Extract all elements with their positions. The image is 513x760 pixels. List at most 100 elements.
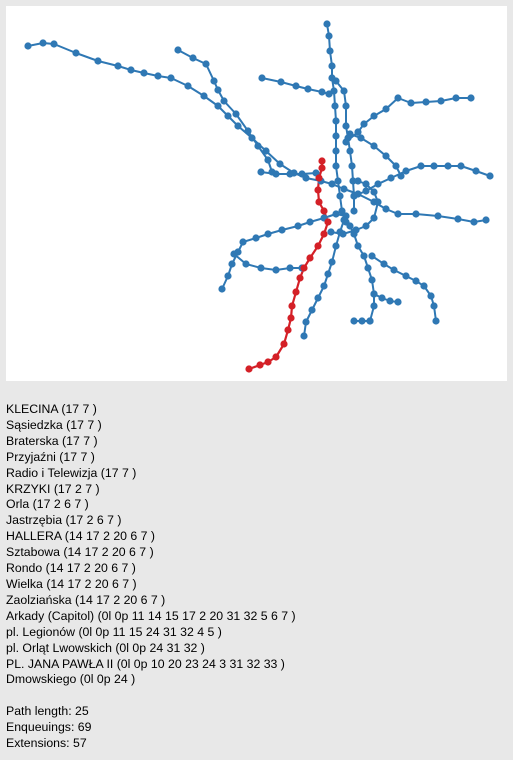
stop-node xyxy=(382,105,390,113)
stop-node xyxy=(334,177,342,185)
stop-node xyxy=(412,277,420,285)
stop-node xyxy=(336,228,344,236)
route-stop-item: Dmowskiego (0l 0p 24 ) xyxy=(6,672,136,687)
route-stop-node xyxy=(315,174,323,182)
route-stop-item: Rondo (14 17 2 20 6 7 ) xyxy=(6,561,136,576)
stop-node xyxy=(362,222,370,230)
stop-node xyxy=(342,138,350,146)
stop-node xyxy=(357,134,365,142)
route-stop-node xyxy=(272,353,280,361)
stop-node xyxy=(370,302,378,310)
stop-node xyxy=(277,78,285,86)
stop-node xyxy=(454,215,462,223)
stop-node xyxy=(360,120,368,128)
stop-node xyxy=(340,216,348,224)
stop-node xyxy=(346,130,354,138)
stop-node xyxy=(374,198,382,206)
route-stop-node xyxy=(280,340,288,348)
stop-node xyxy=(452,94,460,102)
route-stop-node xyxy=(287,314,295,322)
stop-node xyxy=(39,39,47,47)
stop-node xyxy=(200,92,208,100)
stop-node xyxy=(298,170,306,178)
stop-node xyxy=(358,317,366,325)
stop-node xyxy=(346,222,354,230)
stop-node xyxy=(258,74,266,82)
stop-node xyxy=(264,230,272,238)
stop-node xyxy=(244,127,252,135)
stop-node xyxy=(332,117,340,125)
stop-node xyxy=(368,252,376,260)
route-stop-item: Sztabowa (14 17 2 20 6 7 ) xyxy=(6,545,154,560)
stop-node xyxy=(338,207,346,215)
stop-node xyxy=(324,270,332,278)
stop-node xyxy=(332,210,340,218)
spacer xyxy=(6,688,506,704)
stop-node xyxy=(378,294,386,302)
stop-node xyxy=(286,170,294,178)
extensions-stat: Extensions: 57 xyxy=(6,736,87,751)
stop-node xyxy=(387,174,395,182)
stop-node xyxy=(350,207,358,215)
stop-node xyxy=(189,54,197,62)
stop-node xyxy=(366,317,374,325)
stop-node xyxy=(224,272,232,280)
stop-node xyxy=(127,66,135,74)
tram-line-segment xyxy=(27,42,487,223)
stop-node xyxy=(382,205,390,213)
stop-node xyxy=(486,172,494,180)
stop-node xyxy=(300,332,308,340)
stop-node xyxy=(457,162,465,170)
stop-node xyxy=(370,188,378,196)
stop-node xyxy=(262,147,270,155)
path-length-stat: Path length: 25 xyxy=(6,704,89,719)
stop-node xyxy=(392,162,400,170)
stop-node xyxy=(114,62,122,70)
route-stop-node xyxy=(314,186,322,194)
stop-node xyxy=(354,177,362,185)
stop-node xyxy=(272,266,280,274)
stop-node xyxy=(264,156,272,164)
route-stop-item: Sąsiedzka (17 7 ) xyxy=(6,417,102,432)
stop-node xyxy=(140,69,148,77)
tram-line-segment xyxy=(303,219,345,337)
route-stop-item: pl. Orląt Lwowskich (0l 0p 24 31 32 ) xyxy=(6,640,205,655)
stop-node xyxy=(327,228,335,236)
stop-node xyxy=(328,62,336,70)
route-stop-node xyxy=(318,164,326,172)
route-stop-node xyxy=(296,274,304,282)
stop-node xyxy=(350,317,358,325)
stop-node xyxy=(422,98,430,106)
stop-node xyxy=(218,285,226,293)
tram-line-segment xyxy=(349,225,375,322)
stop-node xyxy=(257,168,265,176)
stop-node xyxy=(325,32,333,40)
route-stop-node xyxy=(300,264,308,272)
stop-node xyxy=(332,162,340,170)
stop-node xyxy=(350,230,358,238)
stop-node xyxy=(350,192,358,200)
route-stop-node xyxy=(292,288,300,296)
stop-node xyxy=(304,85,312,93)
stop-node xyxy=(234,122,242,130)
enqueuings-stat: Enqueuings: 69 xyxy=(6,720,92,735)
stop-node xyxy=(342,102,350,110)
stop-node xyxy=(276,160,284,168)
stop-node xyxy=(210,77,218,85)
stop-node xyxy=(50,40,58,48)
route-stop-node xyxy=(315,198,323,206)
route-stop-item: Zaolziańska (14 17 2 20 6 7 ) xyxy=(6,592,166,607)
stop-node xyxy=(257,264,265,272)
route-stop-item: Braterska (17 7 ) xyxy=(6,433,98,448)
stop-node xyxy=(420,282,428,290)
route-stop-node xyxy=(318,157,326,165)
stop-node xyxy=(318,88,326,96)
stop-node xyxy=(360,252,368,260)
stop-node xyxy=(390,266,398,274)
stop-node xyxy=(332,77,340,85)
stop-node xyxy=(242,260,250,268)
stop-node xyxy=(432,317,440,325)
route-stop-item: HALLERA (14 17 2 20 6 7 ) xyxy=(6,529,156,544)
stop-node xyxy=(167,74,175,82)
stop-node xyxy=(427,292,435,300)
